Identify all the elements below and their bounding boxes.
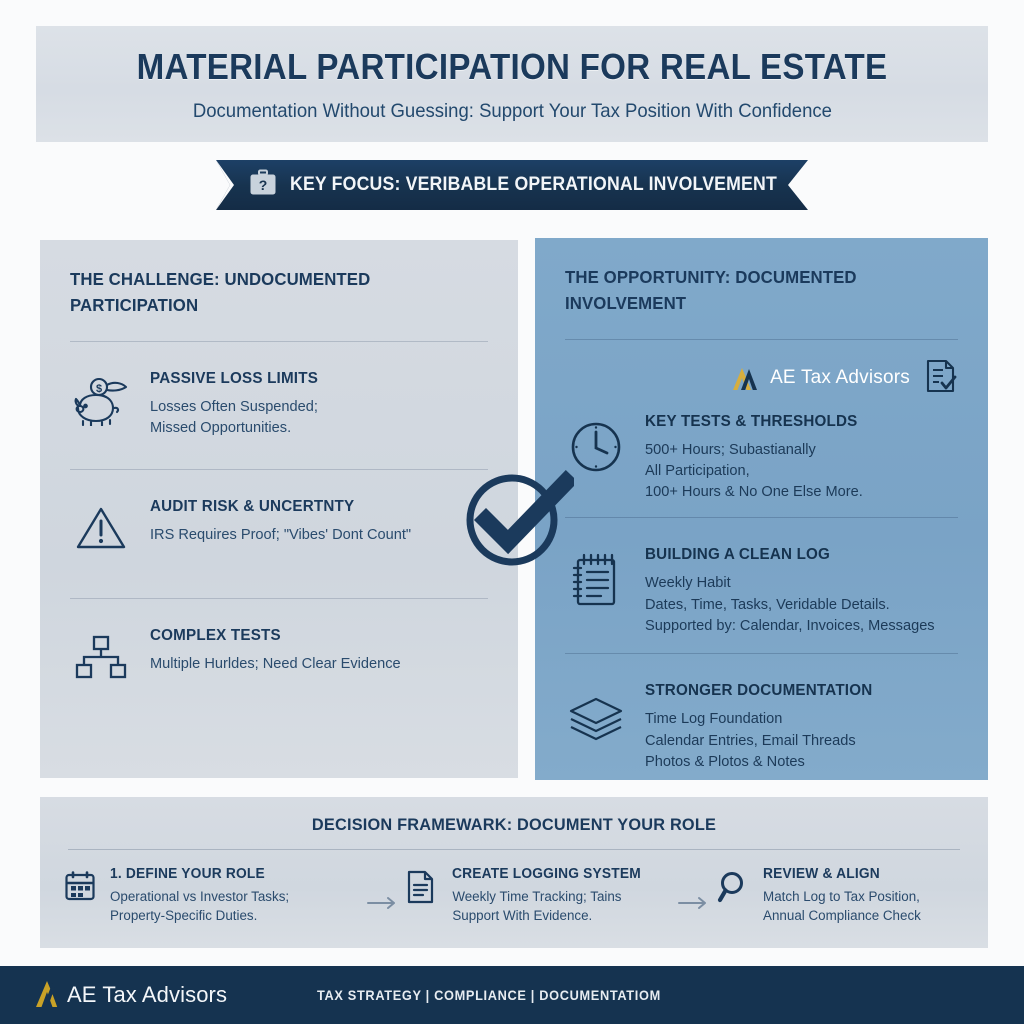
- item-title: PASSIVE LOSS LIMITS: [150, 369, 319, 387]
- circled-checkmark-icon: [462, 462, 579, 574]
- framework-step: 1. DEFINE YOUR ROLE Operational vs Inves…: [64, 866, 360, 925]
- list-item: BUILDING A CLEAN LOG Weekly Habit Dates,…: [565, 518, 958, 637]
- page-title: MATERIAL PARTICIPATION FOR REAL ESTATE: [136, 45, 888, 87]
- document-check-icon: [924, 358, 958, 399]
- divider: [565, 338, 958, 340]
- flying-piggy-bank-icon: $: [70, 370, 132, 440]
- key-focus-ribbon: ? KEY FOCUS: VERIBABLE OPERATIONAL INVOL…: [216, 160, 808, 210]
- stacked-layers-icon: [565, 682, 627, 773]
- divider: [565, 653, 958, 655]
- footer-tagline: TAX STRATEGY | COMPLIANCE | DOCUMENTATIO…: [317, 987, 661, 1003]
- divider: [68, 849, 960, 850]
- challenge-panel: THE CHALLENGE: UNDOCUMENTED PARTICIPATIO…: [40, 240, 518, 778]
- framework-step: REVIEW & ALIGN Match Log to Tax Position…: [717, 866, 964, 925]
- hierarchy-icon: [70, 627, 132, 681]
- document-lines-icon: [406, 866, 440, 925]
- ae-logo-mark: [34, 976, 64, 1015]
- opportunity-panel-heading: THE OPPORTUNITY: DOCUMENTED INVOLVEMENT: [565, 267, 857, 314]
- arrow-right-icon: [360, 866, 406, 910]
- item-title: STRONGER DOCUMENTATION: [645, 682, 873, 700]
- brand-name: AE Tax Advisors: [770, 367, 910, 388]
- list-item: $ PASSIVE LOSS LIMITS Losses Often Suspe…: [70, 342, 488, 440]
- framework-heading: DECISION FRAMEWARK: DOCUMENT YOUR ROLE: [311, 815, 717, 834]
- opportunity-panel: THE OPPORTUNITY: DOCUMENTED INVOLVEMENT …: [535, 238, 988, 780]
- step-title: 1. DEFINE YOUR ROLE: [110, 866, 265, 882]
- step-title: CREATE LOGGING SYSTEM: [452, 866, 642, 882]
- magnifier-icon: [717, 866, 751, 925]
- page-subtitle: Documentation Without Guessing: Support …: [192, 99, 832, 122]
- warning-triangle-icon: [70, 498, 132, 552]
- item-title: BUILDING A CLEAN LOG: [645, 546, 831, 564]
- item-desc: IRS Requires Proof; "Vibes' Dont Count": [150, 527, 412, 544]
- list-item: KEY TESTS & THRESHOLDS 500+ Hours; Subas…: [565, 399, 958, 504]
- item-desc: Multiple Hurldes; Need Clear Evidence: [150, 656, 401, 673]
- briefcase-question-icon: ?: [248, 169, 278, 202]
- svg-text:?: ?: [259, 177, 268, 193]
- item-desc: Losses Often Suspended; Missed Opportuni…: [150, 398, 318, 436]
- item-desc: 500+ Hours; Subastianally All Participat…: [645, 441, 863, 501]
- divider: [70, 598, 488, 600]
- clock-icon: [565, 413, 627, 504]
- item-title: COMPLEX TESTS: [150, 627, 281, 645]
- ae-logo-mark: [730, 366, 758, 390]
- step-desc: Match Log to Tax Position, Annual Compli…: [763, 889, 921, 924]
- divider: [70, 469, 488, 471]
- notepad-icon: [565, 546, 627, 637]
- list-item: COMPLEX TESTS Multiple Hurldes; Need Cle…: [70, 599, 488, 681]
- step-title: REVIEW & ALIGN: [763, 866, 881, 882]
- item-title: AUDIT RISK & UNCERTNTY: [150, 498, 355, 516]
- step-desc: Operational vs Investor Tasks; Property-…: [110, 889, 290, 924]
- brand-lockup: AE Tax Advisors: [565, 340, 958, 399]
- list-item: STRONGER DOCUMENTATION Time Log Foundati…: [565, 654, 958, 773]
- calendar-icon: [64, 866, 98, 925]
- footer-bar: AE Tax Advisors TAX STRATEGY | COMPLIANC…: [0, 966, 1024, 1024]
- divider: [70, 340, 488, 342]
- footer-brand-name: AE Tax Advisors: [67, 982, 228, 1007]
- footer-brand-lockup: AE Tax Advisors: [34, 976, 227, 1015]
- item-desc: Weekly Habit Dates, Time, Tasks, Veridab…: [645, 575, 935, 634]
- header-band: MATERIAL PARTICIPATION FOR REAL ESTATE D…: [36, 26, 988, 142]
- step-desc: Weekly Time Tracking; Tains Support With…: [452, 889, 622, 924]
- framework-step: CREATE LOGGING SYSTEM Weekly Time Tracki…: [406, 866, 671, 925]
- ribbon-label: KEY FOCUS: VERIBABLE OPERATIONAL INVOLVE…: [290, 174, 777, 195]
- item-title: KEY TESTS & THRESHOLDS: [645, 412, 858, 430]
- arrow-right-icon: [671, 866, 717, 910]
- item-desc: Time Log Foundation Calendar Entries, Em…: [645, 711, 856, 770]
- challenge-panel-heading: THE CHALLENGE: UNDOCUMENTED PARTICIPATIO…: [70, 269, 371, 316]
- decision-framework-panel: DECISION FRAMEWARK: DOCUMENT YOUR ROLE: [40, 797, 988, 948]
- list-item: AUDIT RISK & UNCERTNTY IRS Requires Proo…: [70, 470, 488, 552]
- svg-text:$: $: [96, 383, 102, 395]
- divider: [565, 517, 958, 519]
